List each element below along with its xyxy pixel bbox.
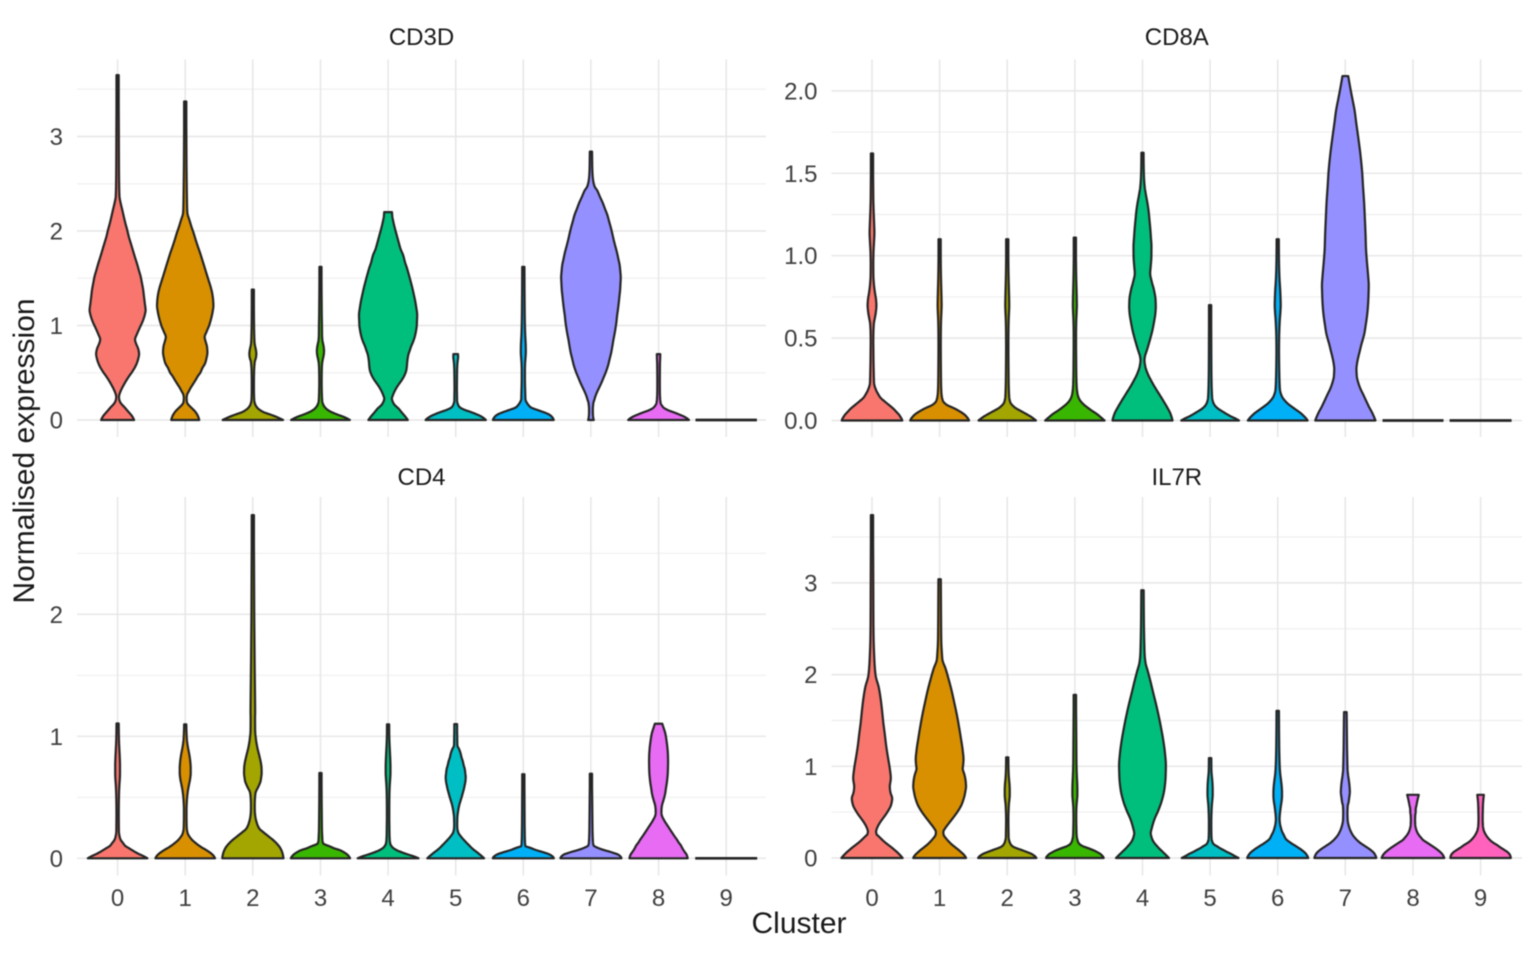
svg-text:8: 8 — [1406, 885, 1419, 912]
svg-text:2: 2 — [50, 219, 63, 246]
svg-text:Normalised expression: Normalised expression — [8, 298, 41, 603]
svg-text:CD3D: CD3D — [389, 24, 454, 51]
svg-text:2: 2 — [246, 885, 259, 912]
svg-text:5: 5 — [1203, 885, 1216, 912]
svg-text:3: 3 — [314, 885, 327, 912]
svg-text:6: 6 — [1271, 885, 1284, 912]
svg-text:7: 7 — [1339, 885, 1352, 912]
svg-text:1: 1 — [50, 724, 63, 751]
svg-text:2: 2 — [804, 662, 817, 689]
svg-text:0: 0 — [50, 846, 63, 873]
svg-text:1.5: 1.5 — [784, 161, 817, 188]
svg-text:3: 3 — [1068, 885, 1081, 912]
svg-text:4: 4 — [381, 885, 394, 912]
svg-text:1: 1 — [179, 885, 192, 912]
svg-text:3: 3 — [50, 124, 63, 151]
svg-text:Cluster: Cluster — [751, 907, 846, 940]
svg-text:0.0: 0.0 — [784, 408, 817, 435]
svg-text:0.5: 0.5 — [784, 326, 817, 353]
svg-text:3: 3 — [804, 570, 817, 597]
svg-text:9: 9 — [1474, 885, 1487, 912]
svg-text:0: 0 — [50, 408, 63, 435]
svg-text:1: 1 — [804, 754, 817, 781]
svg-text:1: 1 — [50, 313, 63, 340]
svg-text:2.0: 2.0 — [784, 78, 817, 105]
svg-text:CD4: CD4 — [397, 464, 445, 491]
svg-text:8: 8 — [652, 885, 665, 912]
svg-text:9: 9 — [720, 885, 733, 912]
svg-text:IL7R: IL7R — [1151, 464, 1202, 491]
svg-text:2: 2 — [1001, 885, 1014, 912]
svg-text:0: 0 — [865, 885, 878, 912]
svg-text:0: 0 — [804, 846, 817, 873]
svg-text:1: 1 — [933, 885, 946, 912]
svg-text:1.0: 1.0 — [784, 243, 817, 270]
svg-text:6: 6 — [517, 885, 530, 912]
svg-text:7: 7 — [584, 885, 597, 912]
svg-text:0: 0 — [111, 885, 124, 912]
svg-text:2: 2 — [50, 602, 63, 629]
svg-text:5: 5 — [449, 885, 462, 912]
svg-text:CD8A: CD8A — [1145, 24, 1209, 51]
svg-text:4: 4 — [1136, 885, 1149, 912]
